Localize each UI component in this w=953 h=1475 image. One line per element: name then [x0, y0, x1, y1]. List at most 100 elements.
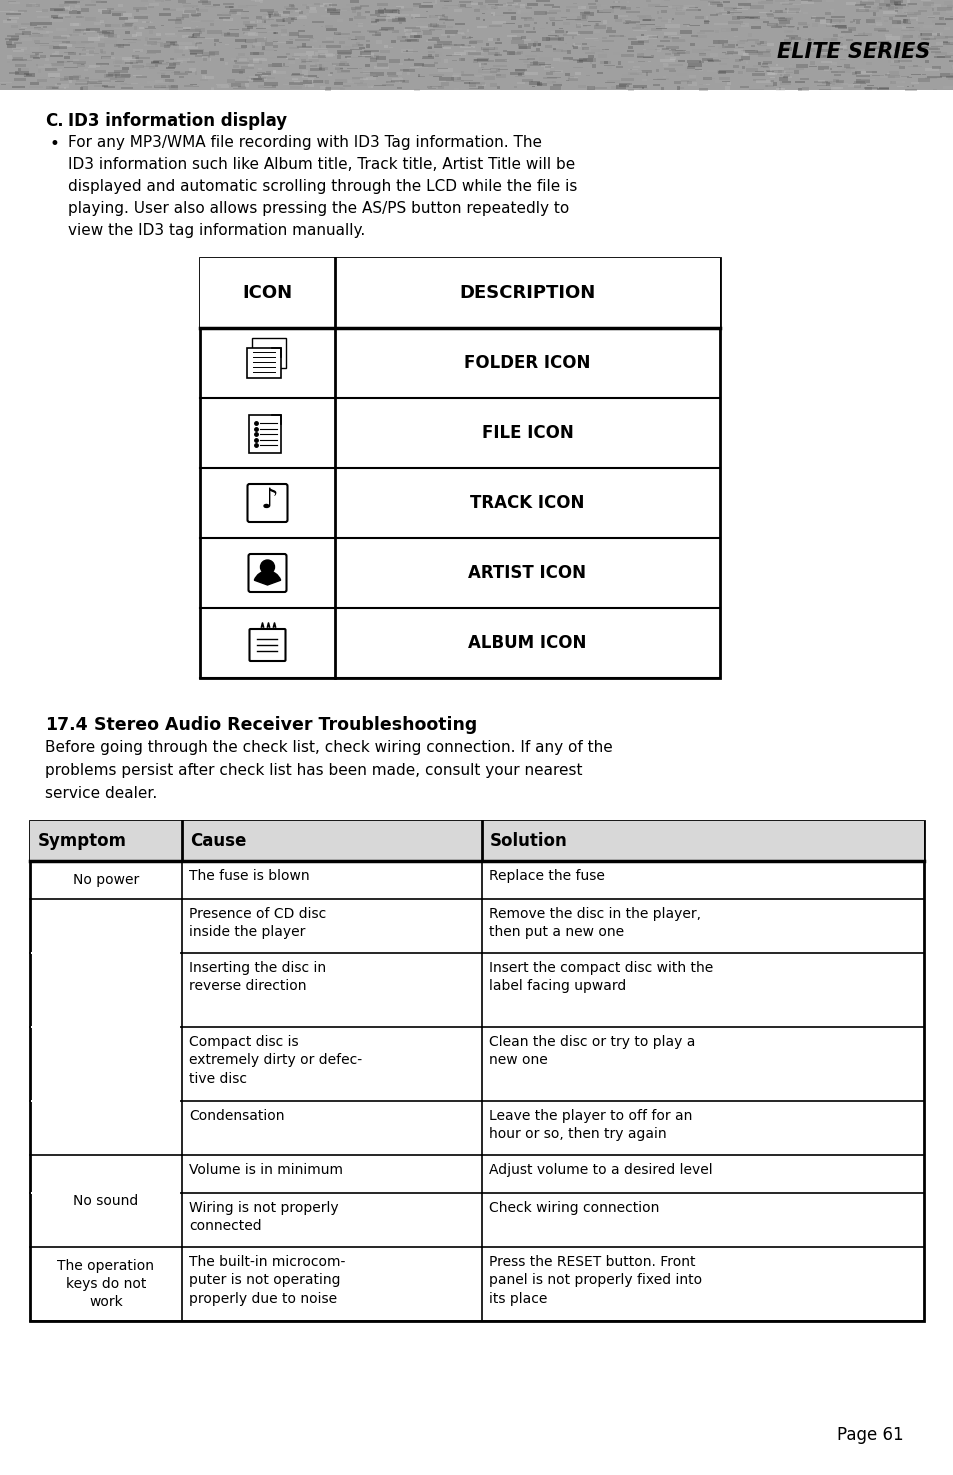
Bar — [266, 16, 268, 21]
Bar — [256, 21, 261, 22]
Bar — [219, 18, 230, 19]
Bar — [231, 84, 245, 87]
Bar — [825, 19, 832, 22]
Bar — [578, 6, 589, 9]
Bar — [807, 38, 810, 41]
Bar — [891, 19, 901, 24]
Bar — [112, 35, 120, 38]
Bar — [818, 80, 824, 81]
Bar — [791, 4, 801, 6]
Bar — [14, 41, 22, 44]
Bar — [265, 71, 272, 72]
Bar — [297, 46, 312, 49]
Bar — [319, 3, 333, 7]
Bar — [334, 81, 343, 84]
Bar — [665, 46, 678, 49]
Bar — [318, 63, 321, 66]
Bar — [99, 32, 110, 35]
Bar — [180, 41, 189, 43]
Bar — [308, 44, 314, 47]
Bar — [176, 46, 179, 50]
Bar — [699, 60, 703, 62]
Bar — [379, 28, 387, 31]
Bar — [899, 47, 907, 49]
Bar — [830, 19, 844, 22]
Bar — [709, 53, 717, 56]
Bar — [61, 35, 70, 37]
Bar — [168, 66, 175, 68]
Bar — [108, 34, 117, 37]
Bar — [621, 74, 629, 77]
Bar — [245, 24, 257, 27]
Bar — [514, 68, 524, 72]
Bar — [121, 13, 132, 16]
Bar — [817, 66, 828, 69]
Bar — [194, 55, 210, 58]
Bar — [534, 41, 537, 44]
Bar — [288, 22, 291, 25]
Bar — [289, 4, 294, 7]
Bar — [488, 60, 494, 62]
Bar — [190, 53, 197, 55]
Bar — [495, 52, 497, 55]
Bar — [167, 44, 171, 46]
Bar — [136, 75, 147, 78]
Bar — [632, 28, 640, 30]
Text: ELITE SERIES: ELITE SERIES — [776, 41, 929, 62]
Bar — [352, 9, 355, 13]
Bar — [775, 87, 784, 91]
Bar — [125, 19, 138, 22]
Bar — [264, 81, 277, 86]
Bar — [174, 71, 189, 75]
Bar — [663, 30, 666, 31]
Bar — [947, 77, 953, 80]
Bar — [72, 43, 85, 46]
Bar — [166, 41, 176, 43]
Bar — [73, 59, 78, 62]
Bar — [398, 22, 402, 24]
Bar — [519, 12, 532, 13]
Bar — [263, 37, 266, 40]
Bar — [833, 74, 841, 75]
Bar — [273, 44, 277, 47]
Bar — [780, 74, 781, 75]
Bar — [888, 6, 902, 9]
Bar — [736, 16, 748, 19]
Bar — [222, 12, 232, 15]
Bar — [30, 55, 38, 59]
Bar — [262, 25, 271, 28]
Bar — [751, 74, 764, 77]
Bar — [786, 10, 800, 12]
Bar — [337, 52, 351, 55]
Bar — [582, 58, 596, 62]
Bar — [350, 0, 358, 3]
Bar — [111, 83, 120, 86]
Bar — [788, 37, 794, 40]
Bar — [647, 35, 657, 38]
Bar — [439, 16, 448, 19]
Bar — [606, 30, 616, 32]
Bar — [254, 0, 260, 3]
Text: Press the RESET button. Front
panel is not properly fixed into
its place: Press the RESET button. Front panel is n… — [489, 1255, 701, 1305]
Bar — [413, 88, 419, 91]
Bar — [894, 15, 906, 18]
Bar — [226, 27, 236, 31]
Bar — [355, 6, 362, 9]
Bar — [356, 83, 367, 86]
Bar — [636, 24, 645, 27]
Bar — [887, 60, 892, 63]
Bar — [36, 80, 47, 83]
Bar — [461, 44, 464, 46]
Bar — [38, 34, 49, 37]
Bar — [302, 74, 308, 78]
Bar — [917, 46, 927, 47]
Bar — [72, 34, 86, 35]
Bar — [528, 47, 540, 50]
Bar — [140, 86, 155, 88]
Bar — [930, 46, 943, 47]
Bar — [785, 10, 795, 15]
Bar — [921, 37, 929, 40]
Bar — [635, 86, 649, 88]
Bar — [387, 72, 395, 75]
Bar — [478, 69, 489, 72]
